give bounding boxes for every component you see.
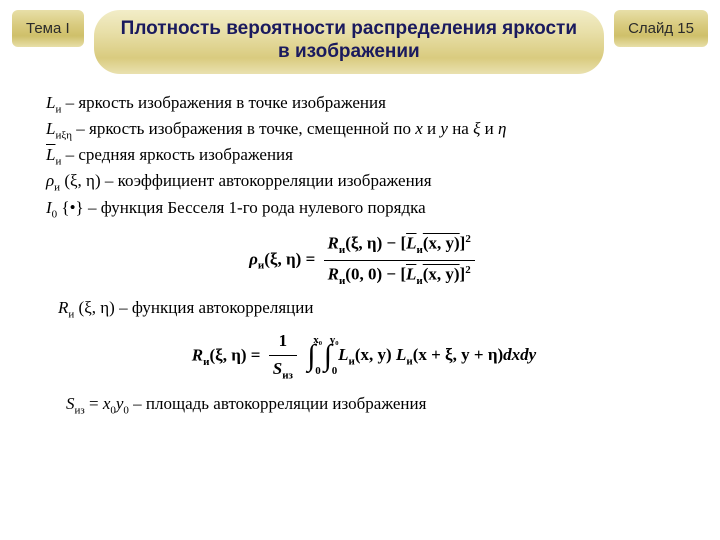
def-3: Lи – средняя яркость изображения <box>46 144 682 169</box>
def2-x: x <box>415 119 423 138</box>
f1-den-R: R <box>328 264 339 283</box>
f1-den-sq: 2 <box>465 264 471 276</box>
formula-rho: ρи(ξ, η) = Rи(ξ, η) − [Lи(x, y)]2 Rи(0, … <box>46 232 682 289</box>
def2-on: на <box>448 119 473 138</box>
topic-badge: Тема I <box>12 10 84 47</box>
def3-text: – средняя яркость изображения <box>61 145 293 164</box>
f1-num-minus: − <box>387 233 401 252</box>
def1-text: – яркость изображения в точке изображени… <box>61 93 386 112</box>
f1-num-sq: 2 <box>465 233 471 245</box>
def-4: ρи (ξ, η) – коэффициент автокорреляции и… <box>46 170 682 195</box>
formula-rho-body: ρи(ξ, η) = Rи(ξ, η) − [Lи(x, y)]2 Rи(0, … <box>249 232 479 289</box>
f1-num-R: R <box>328 233 339 252</box>
mid-R: R <box>58 298 68 317</box>
f1-den-Rargs: (0, 0) <box>345 264 382 283</box>
definitions-block: Lи – яркость изображения в точке изображ… <box>46 92 682 222</box>
f2-int2-bot: 0 <box>332 366 338 377</box>
f1-denominator: Rи(0, 0) − [Lи(x, y)]2 <box>324 261 475 289</box>
f2-eq: = <box>247 345 265 364</box>
def2-and: и <box>423 119 441 138</box>
f2-coef-Ssub: из <box>282 369 293 381</box>
f1-num-Largs: (x, y) <box>423 233 460 252</box>
f1-lhs-args: (ξ, η) <box>264 249 301 268</box>
f1-fraction: Rи(ξ, η) − [Lи(x, y)]2 Rи(0, 0) − [Lи(x,… <box>324 232 475 289</box>
def4-symbol: ρ <box>46 171 54 190</box>
f2-int2-top: y₀ <box>330 335 339 346</box>
def2-eta: η <box>498 119 506 138</box>
formula-R-body: Rи(ξ, η) = 1 Sиз ∫x₀0 ∫y₀0 Lи(x, y) Lи(x… <box>192 330 536 383</box>
f2-int1-bot: 0 <box>315 366 321 377</box>
f1-num-Rargs: (ξ, η) <box>345 233 382 252</box>
f1-den-L: L <box>406 264 416 283</box>
f1-numerator: Rи(ξ, η) − [Lи(x, y)]2 <box>324 232 475 261</box>
def-1: Lи – яркость изображения в точке изображ… <box>46 92 682 117</box>
f1-den-Largs: (x, y) <box>423 264 460 283</box>
f2-int1-top: x₀ <box>313 335 322 346</box>
slide-content: Lи – яркость изображения в точке изображ… <box>0 74 720 419</box>
def-5: I0 {•} – функция Бесселя 1-го рода нулев… <box>46 197 682 222</box>
f2-int2: ∫y₀0 <box>324 341 332 371</box>
f2-coef-den: Sиз <box>269 356 297 383</box>
area-label: Sиз = x0y0 – площадь автокорреляции изоб… <box>66 393 682 418</box>
f2-lhs: R <box>192 345 203 364</box>
f2-lhs-args: (ξ, η) <box>209 345 246 364</box>
f2-int1: ∫x₀0 <box>307 341 315 371</box>
f2-args2: (x + ξ, y + η) <box>413 345 503 364</box>
def2-y: y <box>440 119 448 138</box>
last-Ssub: из <box>75 404 85 416</box>
f2-integrand: Lи(x, y) Lи(x + ξ, y + η)dxdy <box>338 345 536 364</box>
f2-coef-S: S <box>273 359 282 378</box>
slide-number-badge: Слайд 15 <box>614 10 708 47</box>
last-S: S <box>66 394 75 413</box>
f2-coef: 1 Sиз <box>269 330 297 383</box>
f2-L2: L <box>396 345 406 364</box>
f2-L1: L <box>338 345 348 364</box>
autocorr-func-label: Rи (ξ, η) – функция автокорреляции <box>58 297 682 322</box>
def4-text: (ξ, η) – коэффициент автокорреляции изоб… <box>60 171 432 190</box>
f1-num-L: L <box>406 233 416 252</box>
f2-args1: (x, y) <box>355 345 392 364</box>
mid-text: (ξ, η) – функция автокорреляции <box>74 298 313 317</box>
def2-sub: иξη <box>55 129 72 141</box>
def2-text: – яркость изображения в точке, смещенной… <box>72 119 415 138</box>
slide-title: Плотность вероятности распределения ярко… <box>94 10 604 74</box>
last-eq: = <box>85 394 103 413</box>
formula-R: Rи(ξ, η) = 1 Sиз ∫x₀0 ∫y₀0 Lи(x, y) Lи(x… <box>46 330 682 383</box>
def5-text: {•} – функция Бесселя 1-го рода нулевого… <box>57 198 425 217</box>
f2-coef-num: 1 <box>269 330 297 356</box>
f2-tail: dxdy <box>503 345 536 364</box>
f1-den-minus: − <box>386 264 400 283</box>
f1-lhs: ρ <box>249 249 258 268</box>
f1-eq: = <box>301 249 319 268</box>
last-text: – площадь автокорреляции изображения <box>129 394 427 413</box>
def-2: Lиξη – яркость изображения в точке, смещ… <box>46 118 682 143</box>
def2-and2: и <box>480 119 498 138</box>
slide-header: Тема I Плотность вероятности распределен… <box>0 0 720 74</box>
